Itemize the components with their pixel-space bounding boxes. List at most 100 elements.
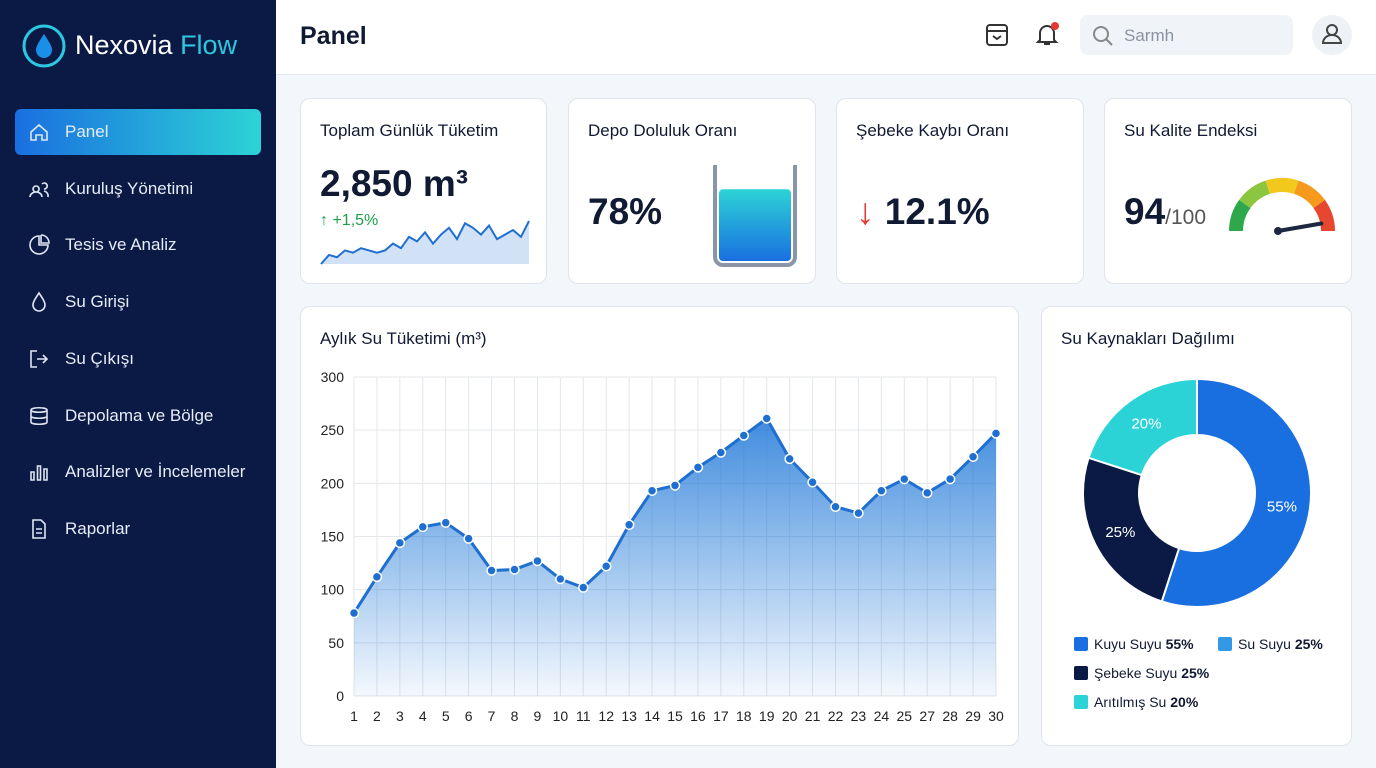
- x-tick-label: 16: [690, 708, 706, 724]
- x-tick-label: 13: [621, 708, 637, 724]
- legend-name: Şebeke Suyu: [1094, 665, 1177, 681]
- nav-item[interactable]: Kuruluş Yönetimi: [15, 166, 261, 212]
- x-tick-label: 15: [667, 708, 683, 724]
- x-tick-label: 4: [419, 708, 427, 724]
- y-tick-label: 50: [328, 635, 344, 651]
- point: [555, 573, 566, 585]
- nav-icon: [30, 349, 49, 368]
- legend-name: Arıtılmış Su: [1094, 694, 1166, 710]
- nav-item[interactable]: Raporlar: [15, 506, 261, 552]
- sparkline: [320, 220, 530, 265]
- nav-label: Su Çıkışı: [65, 348, 134, 368]
- nav-item[interactable]: Analizler ve İncelemeler: [15, 449, 261, 495]
- y-tick-label: 300: [321, 369, 345, 385]
- card-value: 2,850 m³: [320, 163, 469, 204]
- legend-swatch: [1074, 695, 1088, 709]
- slice: [1082, 456, 1181, 603]
- x-tick-label: 28: [942, 708, 958, 724]
- point: [532, 555, 543, 567]
- point: [921, 487, 933, 499]
- x-tick-label: 1: [350, 708, 358, 724]
- down-arrow: ↓: [856, 191, 875, 232]
- legend-entry: Arıtılmış Su 20%: [1094, 694, 1199, 710]
- point: [807, 477, 818, 488]
- x-tick-label: 18: [736, 708, 752, 724]
- nav-label: Tesis ve Analiz: [65, 235, 177, 255]
- legend-name: Su Suyu: [1238, 636, 1291, 652]
- card-donut: Su Kaynakları Dağılımı 55% 25% 20% Kuyu Suy…: [1041, 306, 1352, 746]
- point: [646, 485, 658, 497]
- avatar[interactable]: [1312, 15, 1352, 55]
- legend-value: 25%: [1181, 665, 1210, 681]
- point: [692, 462, 704, 473]
- nav-icon: [29, 234, 50, 256]
- y-tick-label: 0: [336, 688, 344, 704]
- user-icon: [1321, 24, 1343, 44]
- nav-item[interactable]: Su Çıkışı: [15, 336, 261, 382]
- nav-label: Panel: [65, 122, 109, 141]
- x-tick-label: 9: [534, 708, 542, 724]
- brand-accent: Flow: [180, 30, 238, 60]
- x-tick-label: 3: [396, 708, 404, 724]
- point: [669, 480, 681, 491]
- x-tick-label: 19: [759, 708, 775, 724]
- point: [348, 607, 360, 619]
- bell-icon[interactable]: [1033, 20, 1061, 48]
- point: [784, 453, 795, 465]
- slice: [1160, 377, 1312, 608]
- x-tick-label: 22: [828, 708, 844, 724]
- card-quality: Su Kalite Endeksi 94/100: [1104, 98, 1352, 284]
- point: [853, 507, 864, 519]
- donut-chart: 55%25%20%Kuyu Suyu 55% Su Suyu 25%Şebeke …: [1074, 377, 1324, 710]
- x-tick-label: 20: [782, 708, 798, 724]
- gauge-hub: [1274, 227, 1282, 235]
- x-tick-label: 5: [442, 708, 450, 724]
- score-max: /100: [1165, 206, 1207, 229]
- score-row: 94/100: [1124, 191, 1206, 233]
- legend-value: 55%: [1166, 636, 1195, 652]
- gauge-segment: [1313, 199, 1335, 232]
- point: [967, 451, 979, 462]
- x-tick-label: 14: [644, 708, 660, 724]
- nav-item[interactable]: Depolama ve Bölge: [15, 393, 261, 439]
- tank-outline: [713, 165, 797, 267]
- x-tick-label: 25: [896, 708, 912, 724]
- legend-value: 25%: [1295, 636, 1324, 652]
- point: [761, 413, 772, 424]
- slice-label: 25%: [1105, 524, 1135, 541]
- y-tick-label: 200: [321, 475, 345, 491]
- x-tick-label: 2: [373, 708, 381, 724]
- x-tick-label: 12: [598, 708, 614, 724]
- legend-name: Kuyu Suyu: [1094, 636, 1162, 652]
- y-tick-label: 250: [321, 422, 345, 438]
- nav-icon: [30, 406, 48, 425]
- card-title: Su Kalite Endeksi: [1124, 121, 1258, 140]
- slice-label: 20%: [1131, 415, 1161, 432]
- gauge-needle: [1276, 221, 1324, 233]
- x-tick-label: 6: [465, 708, 473, 724]
- x-tick-label: 7: [488, 708, 496, 724]
- point: [715, 447, 727, 458]
- inbox-icon[interactable]: [984, 22, 1010, 48]
- change-value: +1,5%: [332, 212, 379, 229]
- chart-title: Su Kaynakları Dağılımı: [1061, 329, 1235, 348]
- nav-item[interactable]: Su Girişi: [15, 279, 261, 325]
- nav-icon: [30, 123, 48, 141]
- brand: Nexovia Flow: [75, 30, 237, 61]
- brand-name: Nexovia: [75, 30, 173, 60]
- point: [440, 517, 451, 528]
- nav-icon: [29, 181, 49, 197]
- legend-value: 20%: [1170, 694, 1199, 710]
- x-tick-label: 30: [988, 708, 1004, 724]
- nav-item[interactable]: Panel: [15, 109, 261, 155]
- nav-item[interactable]: Tesis ve Analiz: [15, 222, 261, 268]
- search-box[interactable]: Sarmh: [1080, 15, 1293, 55]
- point: [623, 519, 635, 531]
- point: [417, 521, 429, 533]
- search-icon: [1093, 26, 1113, 46]
- tank-water: [719, 189, 791, 261]
- point: [600, 561, 612, 572]
- point: [578, 582, 589, 593]
- gauge-segment: [1229, 199, 1251, 232]
